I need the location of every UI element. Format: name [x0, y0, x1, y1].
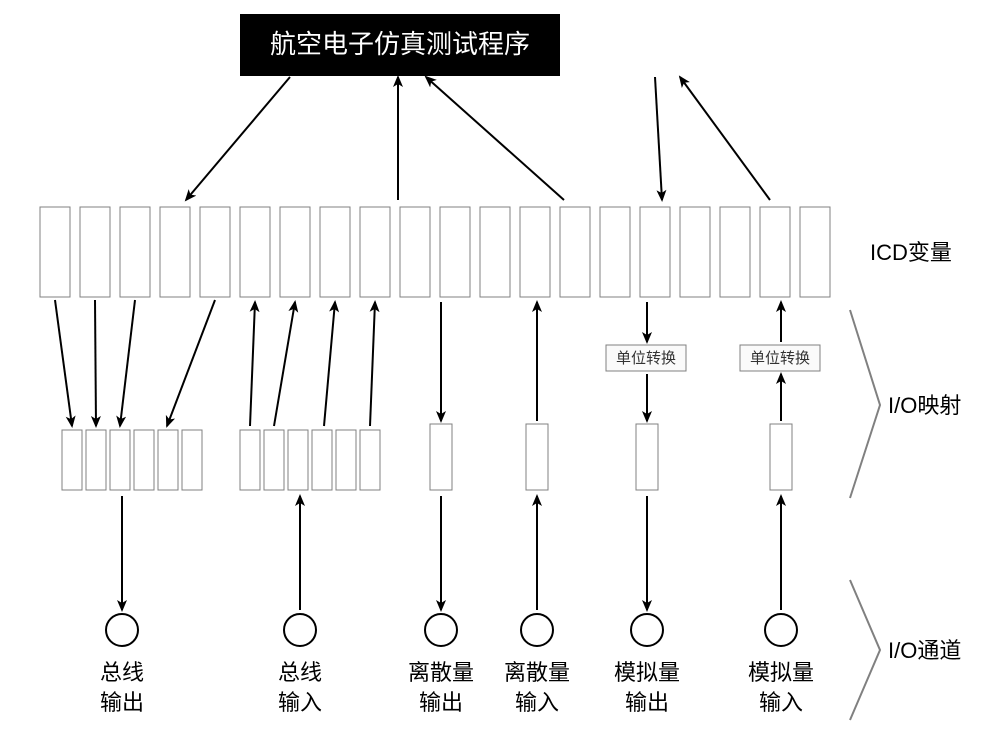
icd-box: [520, 207, 550, 297]
icd-box: [280, 207, 310, 297]
arrow: [167, 300, 215, 426]
io-label-line2: 输出: [100, 690, 144, 715]
arrow: [55, 300, 72, 426]
io-label-line1: 总线: [278, 660, 322, 685]
io-circle: [425, 614, 457, 646]
mid-single-boxes: [430, 424, 792, 490]
bus-out-box: [62, 430, 82, 490]
io-labels: 总线输出 总线输入 离散量输出 离散量输入 模拟量输出 模拟量输入: [100, 660, 814, 715]
io-label-line2: 输入: [759, 690, 803, 715]
io-label-line2: 输出: [419, 690, 463, 715]
arrow: [250, 302, 255, 426]
icd-box: [480, 207, 510, 297]
bus-in-box: [360, 430, 380, 490]
bus-out-box: [134, 430, 154, 490]
io-circle: [765, 614, 797, 646]
io-circle: [106, 614, 138, 646]
unit-conv-label: 单位转换: [750, 350, 810, 367]
bus-out-group: [62, 430, 202, 490]
arrow: [186, 77, 290, 200]
arrow: [120, 300, 135, 426]
bus-in-group: [240, 430, 380, 490]
io-label-line2: 输入: [515, 690, 559, 715]
mid-box: [430, 424, 452, 490]
icd-box: [360, 207, 390, 297]
icd-box: [720, 207, 750, 297]
mid-box: [526, 424, 548, 490]
icd-box: [400, 207, 430, 297]
arrows: [55, 77, 781, 610]
icd-box: [320, 207, 350, 297]
bus-out-box: [110, 430, 130, 490]
bus-in-box: [312, 430, 332, 490]
io-label-line1: 模拟量: [748, 660, 814, 685]
icd-box: [120, 207, 150, 297]
arrow: [274, 302, 295, 426]
io-circle: [284, 614, 316, 646]
mid-box: [636, 424, 658, 490]
side-label-io-chan: I/O通道: [888, 638, 961, 663]
bus-in-box: [264, 430, 284, 490]
bracket-io-map: [850, 310, 880, 498]
icd-box: [240, 207, 270, 297]
icd-box: [200, 207, 230, 297]
icd-box: [640, 207, 670, 297]
icd-box: [440, 207, 470, 297]
arrow: [655, 77, 662, 200]
arrow: [680, 77, 770, 200]
icd-box: [680, 207, 710, 297]
icd-box: [600, 207, 630, 297]
unit-conversion-boxes: 单位转换 单位转换: [606, 345, 820, 371]
io-label-line1: 离散量: [408, 660, 474, 685]
icd-box: [40, 207, 70, 297]
io-label-line1: 总线: [100, 660, 144, 685]
io-circle: [631, 614, 663, 646]
bus-out-box: [86, 430, 106, 490]
bus-in-box: [288, 430, 308, 490]
side-label-io-map: I/O映射: [888, 393, 961, 418]
icd-box: [160, 207, 190, 297]
io-circle: [521, 614, 553, 646]
icd-box: [760, 207, 790, 297]
bus-in-box: [240, 430, 260, 490]
arrow: [95, 300, 96, 426]
mid-box: [770, 424, 792, 490]
io-label-line1: 模拟量: [614, 660, 680, 685]
side-label-icd: ICD变量: [870, 240, 952, 265]
arrow: [426, 77, 564, 200]
io-label-line2: 输出: [625, 690, 669, 715]
bracket-io-chan: [850, 580, 880, 720]
bus-out-box: [182, 430, 202, 490]
icd-box: [80, 207, 110, 297]
unit-conv-label: 单位转换: [616, 350, 676, 367]
io-label-line2: 输入: [278, 690, 322, 715]
icd-row: [40, 207, 830, 297]
io-circles: [106, 614, 797, 646]
icd-box: [800, 207, 830, 297]
arrow: [370, 302, 375, 426]
bus-out-box: [158, 430, 178, 490]
arrow: [324, 302, 335, 426]
title-text: 航空电子仿真测试程序: [270, 29, 530, 59]
io-label-line1: 离散量: [504, 660, 570, 685]
bus-in-box: [336, 430, 356, 490]
icd-box: [560, 207, 590, 297]
